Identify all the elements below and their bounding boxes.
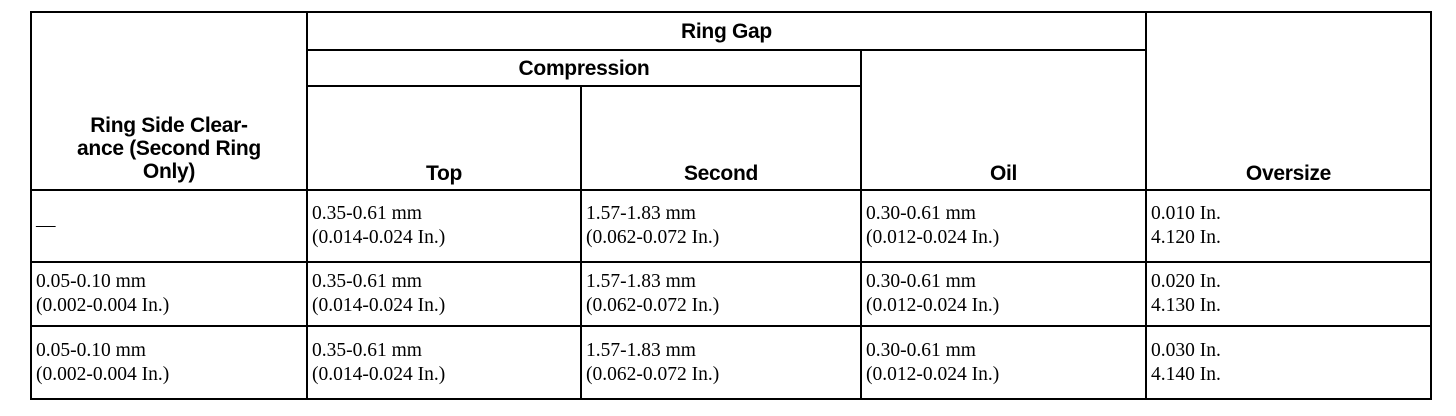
header-row-2: Compression Oil <box>31 49 1431 191</box>
header-text: Ring Side Clear- <box>90 114 248 137</box>
cell-line: (0.014-0.024 In.) <box>312 295 446 316</box>
header-text: ance (Second Ring <box>77 137 261 160</box>
table-row: — 0.35-0.61 mm (0.014-0.024 In.) 1.57-1.83 … <box>30 189 1432 263</box>
cell-line: 0.010 In. <box>1151 203 1221 224</box>
cell-top: 0.35-0.61 mm (0.014-0.024 In.) <box>306 261 582 327</box>
cell-line: 4.140 In. <box>1151 363 1221 385</box>
cell-second: 1.57-1.83 mm (0.062-0.072 In.) <box>580 261 862 327</box>
cell-line: (0.014-0.024 In.) <box>312 363 446 385</box>
cell-line: (0.012-0.024 In.) <box>866 295 1000 316</box>
cell-side-clearance: — <box>30 189 308 263</box>
table-row: 0.05-0.10 mm (0.002-0.004 In.) 0.35-0.61 m… <box>30 261 1432 327</box>
cell-line: (0.002-0.004 In.) <box>36 295 170 316</box>
header-ring-gap: Ring Gap <box>306 11 1147 51</box>
cell-line: 0.30-0.61 mm <box>866 203 976 224</box>
header-compression: Compression <box>306 49 862 87</box>
header-oil: Oil <box>860 49 1147 191</box>
cell-line: 1.57-1.83 mm <box>586 203 696 224</box>
cell-top: 0.35-0.61 mm (0.014-0.024 In.) <box>306 325 582 400</box>
cell-line: 4.130 In. <box>1151 295 1221 316</box>
cell-line: 0.35-0.61 mm <box>312 203 422 224</box>
cell-second: 1.57-1.83 mm (0.062-0.072 In.) <box>580 189 862 263</box>
cell-line: (0.002-0.004 In.) <box>36 363 170 385</box>
header-row-3: Top Second <box>31 85 1431 191</box>
header-row-1: Ring Side Clear- ance (Second Ring Only)… <box>30 11 1432 191</box>
cell-oversize: 0.030 In. 4.140 In. <box>1145 325 1432 400</box>
cell-line: 0.30-0.61 mm <box>866 339 976 361</box>
cell-line: 1.57-1.83 mm <box>586 339 696 361</box>
cell-second: 1.57-1.83 mm (0.062-0.072 In.) <box>580 325 862 400</box>
cell-top: 0.35-0.61 mm (0.014-0.024 In.) <box>306 189 582 263</box>
cell-line: — <box>36 215 56 236</box>
header-text: Only) <box>142 160 196 183</box>
cell-line: 0.30-0.61 mm <box>866 271 976 292</box>
cell-oil: 0.30-0.61 mm (0.012-0.024 In.) <box>860 189 1147 263</box>
header-second: Second <box>580 85 862 191</box>
cell-oversize: 0.010 In. 4.120 In. <box>1145 189 1432 263</box>
cell-line: 4.120 In. <box>1151 227 1221 248</box>
header-oversize: Oversize <box>1145 11 1432 191</box>
cell-line: (0.012-0.024 In.) <box>866 227 1000 248</box>
cell-line: 1.57-1.83 mm <box>586 271 696 292</box>
ring-spec-table: Ring Side Clear- ance (Second Ring Only)… <box>30 11 1432 400</box>
cell-line: (0.012-0.024 In.) <box>866 363 1000 385</box>
cell-line: 0.030 In. <box>1151 339 1221 361</box>
cell-line: (0.014-0.024 In.) <box>312 227 446 248</box>
table-row: 0.05-0.10 mm (0.002-0.004 In.) 0.35-0.61 m… <box>30 325 1432 400</box>
cell-oversize: 0.020 In. 4.130 In. <box>1145 261 1432 327</box>
cell-line: 0.35-0.61 mm <box>312 271 422 292</box>
cell-line: (0.062-0.072 In.) <box>586 227 720 248</box>
cell-side-clearance: 0.05-0.10 mm (0.002-0.004 In.) <box>30 261 308 327</box>
cell-line: 0.05-0.10 mm <box>36 271 146 292</box>
cell-oil: 0.30-0.61 mm (0.012-0.024 In.) <box>860 261 1147 327</box>
cell-line: (0.062-0.072 In.) <box>586 363 720 385</box>
cell-line: 0.020 In. <box>1151 271 1221 292</box>
cell-line: 0.05-0.10 mm <box>36 339 146 361</box>
cell-oil: 0.30-0.61 mm (0.012-0.024 In.) <box>860 325 1147 400</box>
cell-side-clearance: 0.05-0.10 mm (0.002-0.004 In.) <box>30 325 308 400</box>
cell-line: (0.062-0.072 In.) <box>586 295 720 316</box>
cell-line: 0.35-0.61 mm <box>312 339 422 361</box>
header-top: Top <box>306 85 582 191</box>
header-ring-side-clearance: Ring Side Clear- ance (Second Ring Only) <box>30 11 308 191</box>
